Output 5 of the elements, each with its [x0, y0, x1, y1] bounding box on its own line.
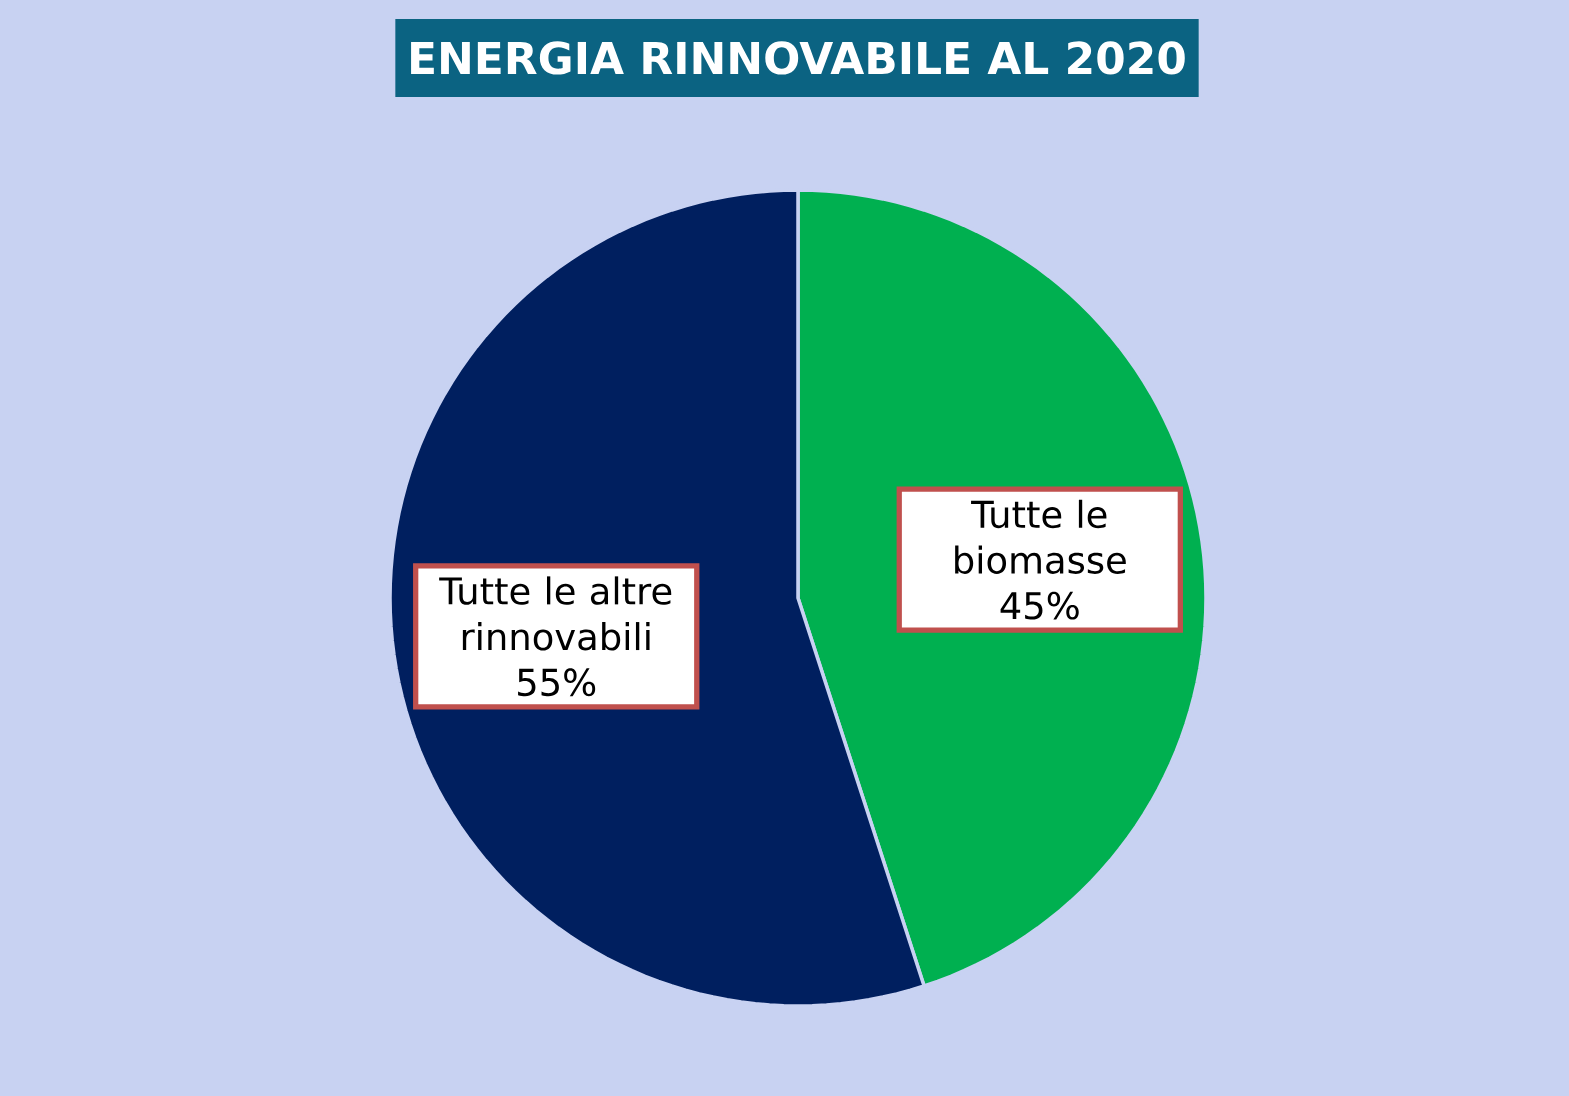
data-label: 45%	[1000, 591, 1079, 620]
slice-label: Tutte le altre rinnovabili	[439, 576, 672, 651]
slice-label: Tutte le biomasse	[955, 499, 1126, 574]
data-label: 55%	[518, 668, 596, 697]
chart-title: ENERGIA RINNOVABILE AL 2020	[411, 41, 1185, 75]
